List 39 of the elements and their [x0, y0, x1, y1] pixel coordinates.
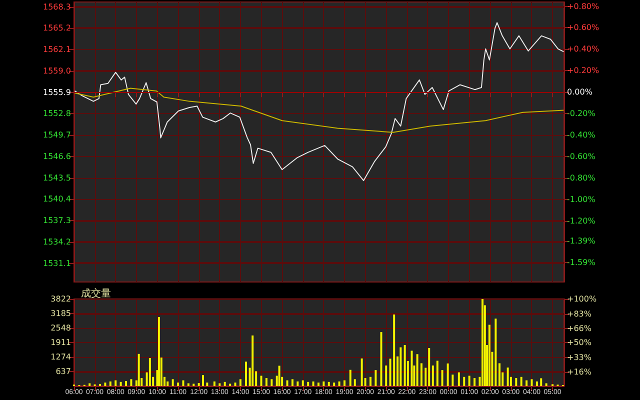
- y2-tick-label: -1.20%: [567, 216, 596, 226]
- y2-tick-label: +0.40%: [567, 44, 600, 54]
- y2-tick-label: -0.80%: [567, 173, 596, 182]
- y-tick-label: 1555.9: [43, 88, 71, 97]
- y2-tick-label: +0.80%: [567, 2, 600, 11]
- y-tick-label: 3185: [50, 309, 71, 318]
- y2-tick-label: -1.00%: [567, 194, 596, 204]
- y2-tick-label: +50%: [567, 338, 592, 347]
- y2-tick-label: -0.60%: [567, 152, 596, 161]
- y2-tick-label: +0.20%: [567, 66, 600, 76]
- y-tick-label: 1531.1: [43, 258, 71, 268]
- y-tick-label: 1568.3: [43, 2, 71, 12]
- y-tick-label: 1549.7: [43, 130, 71, 140]
- y-tick-label: 1274: [50, 352, 71, 362]
- y-tick-label: 1565.2: [43, 24, 71, 33]
- y-tick-label: 1559.0: [43, 66, 71, 76]
- y-tick-label: 1546.6: [43, 152, 71, 161]
- y-tick-label: 637: [56, 367, 71, 376]
- y2-tick-label: +83%: [567, 309, 592, 318]
- y-tick-label: 1911: [50, 338, 71, 347]
- y-tick-label: 3822: [50, 294, 71, 304]
- y2-tick-label: -1.59%: [567, 258, 596, 268]
- y-tick-label: 1543.5: [43, 173, 71, 182]
- y2-tick-label: +66%: [567, 324, 592, 334]
- y2-tick-label: -1.39%: [567, 236, 596, 246]
- y-tick-label: 1552.8: [43, 109, 71, 118]
- y-tick-label: 1540.4: [43, 194, 71, 204]
- y2-tick-label: +16%: [567, 368, 592, 377]
- y-tick-label: 1537.3: [43, 216, 71, 226]
- y-tick-label: 1534.2: [43, 238, 71, 246]
- y-tick-label: 1562.1: [43, 45, 71, 54]
- y2-tick-label: 0.00%: [567, 88, 593, 97]
- chart-title: 成交量: [81, 288, 111, 300]
- y2-tick-label: -0.20%: [567, 109, 596, 118]
- y-tick-label: 2548: [50, 324, 71, 332]
- y2-tick-label: -0.40%: [567, 130, 596, 140]
- y2-tick-label: +100%: [567, 294, 597, 304]
- y2-tick-label: +0.60%: [567, 23, 600, 32]
- y2-tick-label: +33%: [567, 352, 592, 362]
